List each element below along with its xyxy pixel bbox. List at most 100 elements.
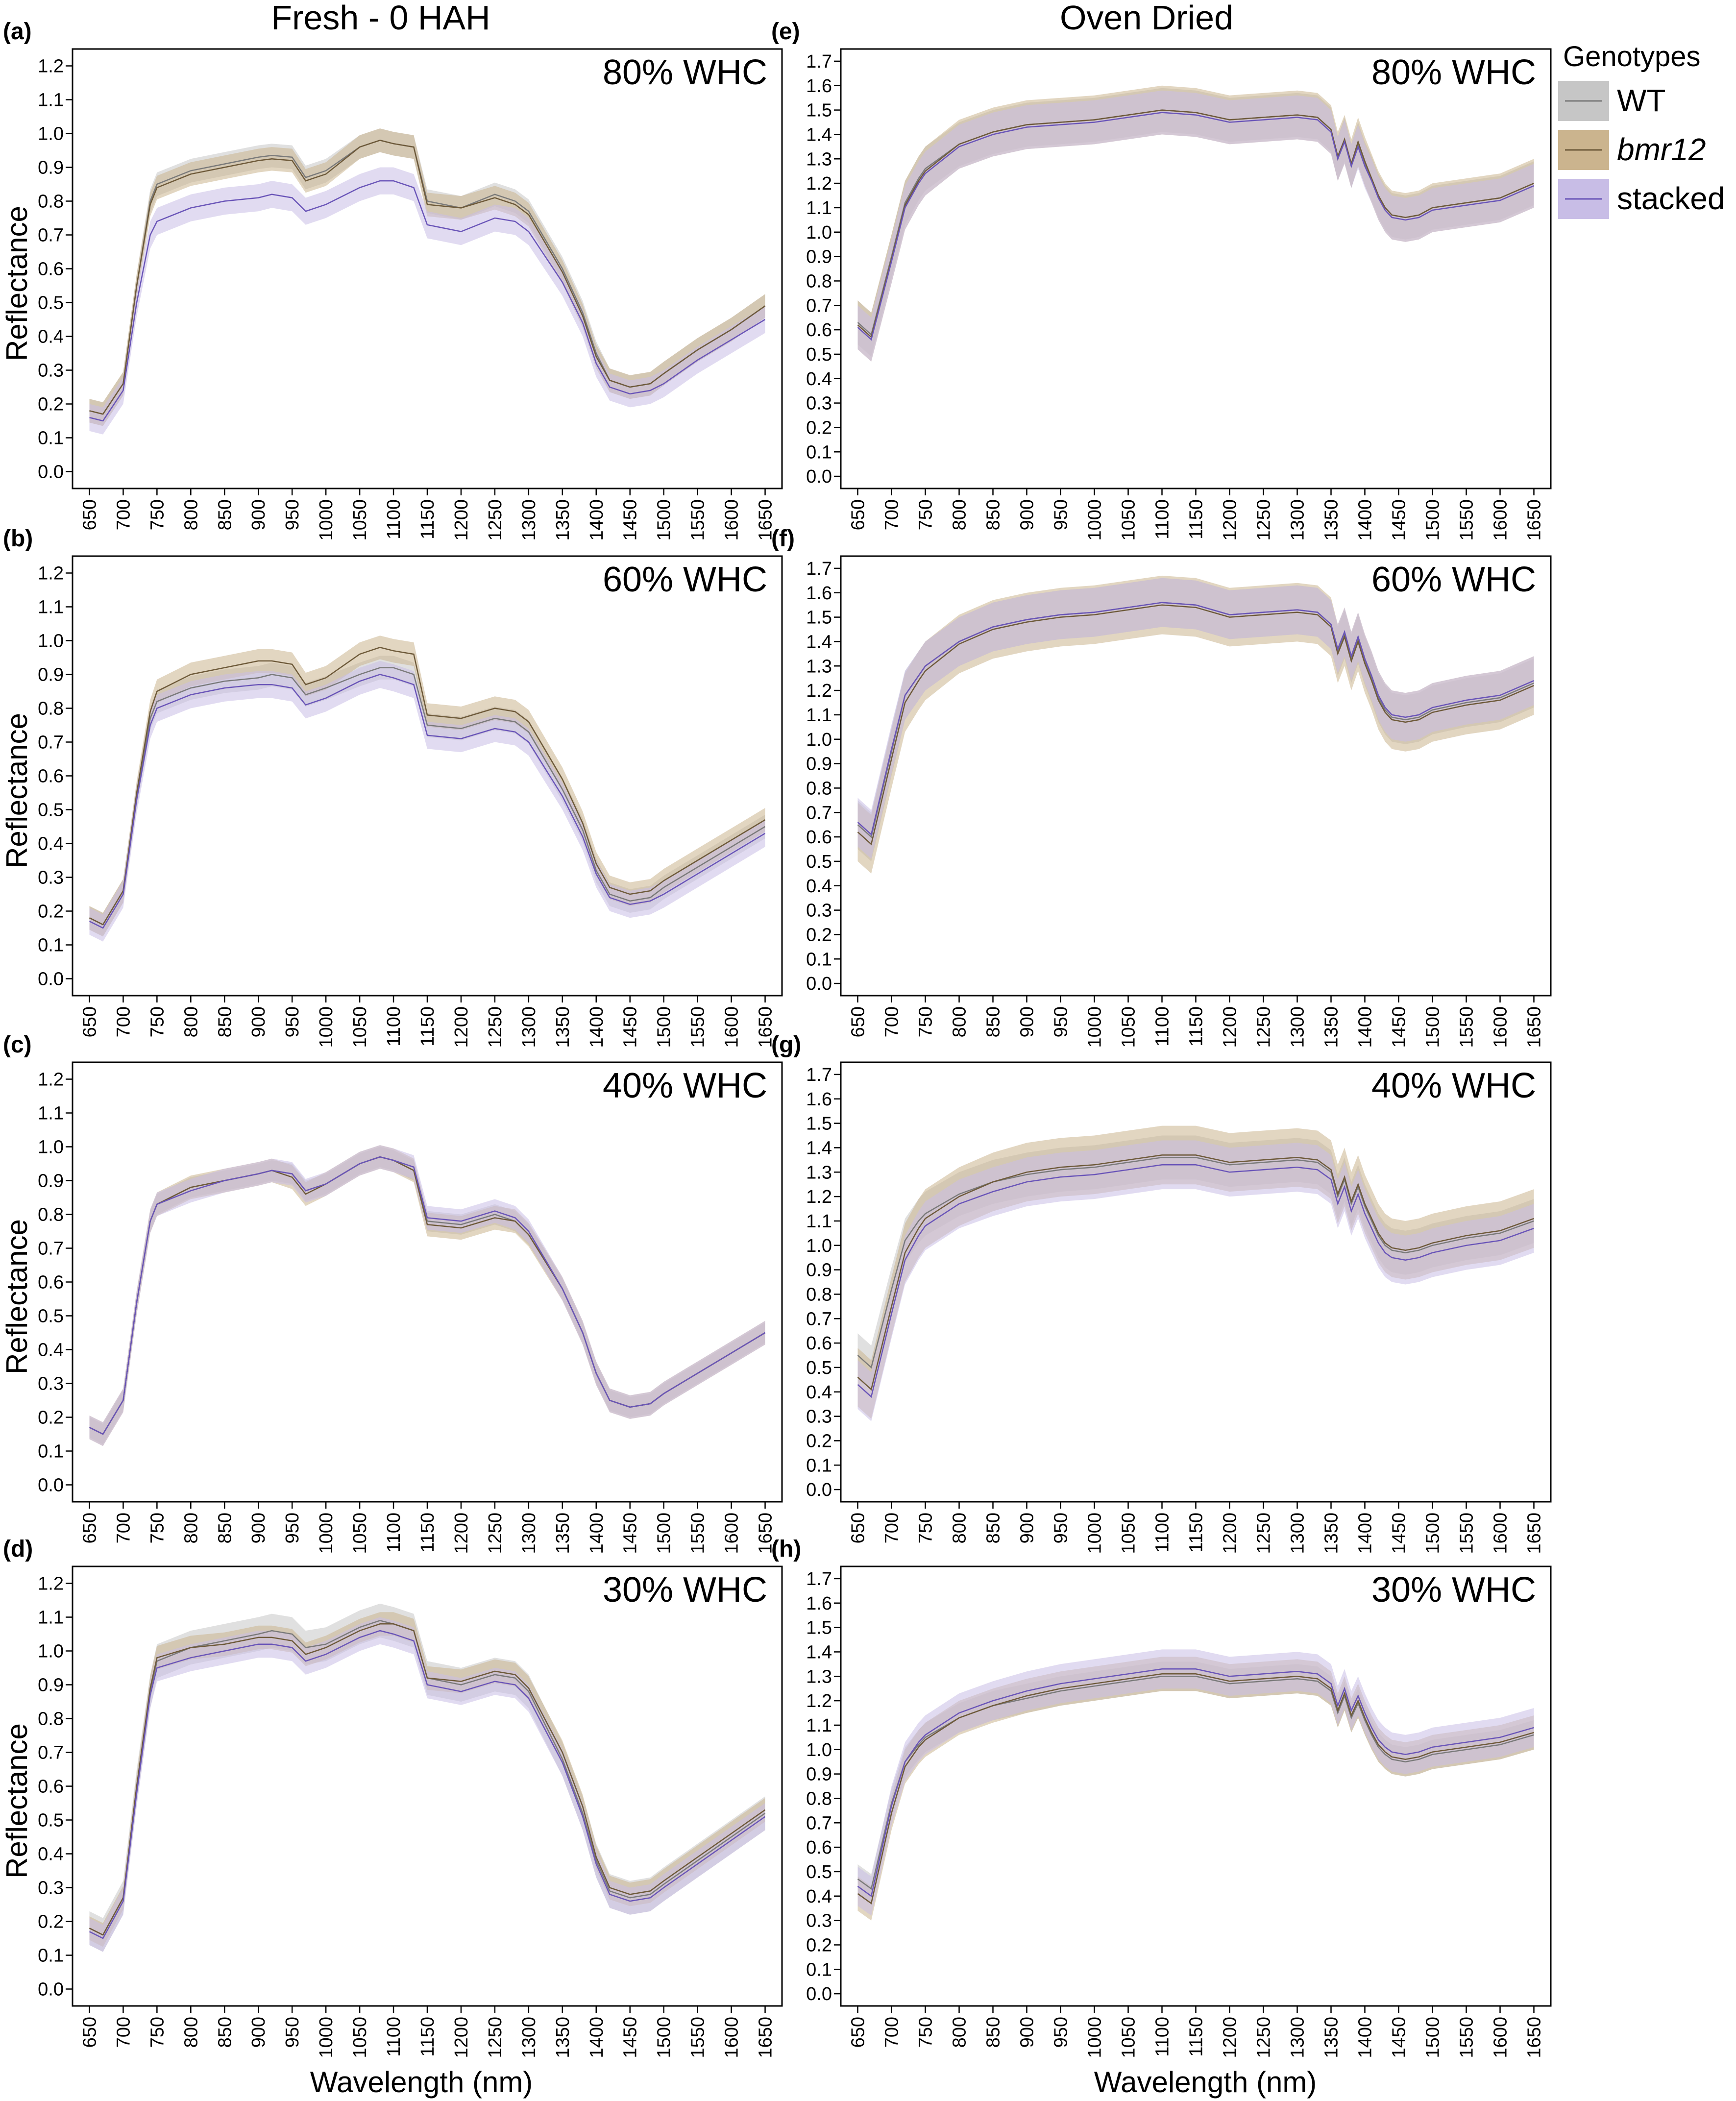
- mean-line-stacked: [89, 674, 766, 929]
- x-tick-label: 900: [248, 1513, 269, 1543]
- y-tick-label: 0.5: [806, 1862, 832, 1882]
- mean-line-stacked: [857, 112, 1534, 341]
- mean-line-bmr12: [89, 139, 766, 415]
- band-stacked: [89, 167, 765, 435]
- y-tick-label: 0.4: [38, 834, 64, 855]
- x-tick-label: 1150: [417, 499, 438, 539]
- y-axis-label: Reflectance: [0, 206, 33, 361]
- y-tick-label: 0.3: [806, 393, 832, 414]
- x-tick-label: 700: [113, 1513, 134, 1543]
- y-tick-label: 1.1: [38, 1608, 64, 1628]
- x-tick-label: 1600: [1491, 499, 1511, 541]
- x-tick-label: 950: [1051, 499, 1072, 530]
- legend: Genotypes WT bmr12 stacked: [1558, 41, 1725, 219]
- panel-letter: (e): [771, 19, 800, 45]
- x-tick-label: 1050: [1119, 499, 1139, 541]
- y-tick-label: 1.7: [806, 1569, 832, 1589]
- x-tick-label: 1350: [553, 1006, 573, 1048]
- band-stacked: [857, 1140, 1534, 1421]
- column-title-oven-dried: Oven Dried: [1060, 0, 1233, 37]
- y-tick-label: 1.0: [806, 730, 832, 750]
- panels: 0.0 0.1 0.2 0.3 0.4 0.5 0.6 0.7 0.8 0.9 1.0 1.1 1.2 6…: [0, 19, 1552, 2058]
- x-tick-label: 1250: [485, 1006, 506, 1048]
- panel-c: 0.0 0.1 0.2 0.3 0.4 0.5 0.6 0.7 0.8 0.9 1.0 1.1 1.2 6…: [0, 1032, 783, 1554]
- x-tick-label: 1050: [350, 1006, 370, 1048]
- legend-entries: WT bmr12 stacked: [1558, 81, 1725, 219]
- x-tick-label: 1400: [587, 499, 607, 541]
- y-tick-label: 0.7: [38, 225, 64, 246]
- x-tick-label: 1350: [553, 499, 573, 541]
- x-tick-label: 1300: [519, 499, 539, 541]
- y-tick-label: 1.2: [38, 56, 64, 77]
- x-tick-label: 850: [215, 499, 235, 530]
- x-tick-label: 1100: [384, 1513, 404, 1553]
- x-tick-label: 900: [248, 499, 269, 530]
- panel-title: 40% WHC: [1371, 1066, 1536, 1105]
- y-tick-label: 1.5: [806, 100, 832, 121]
- y-tick-label: 0.5: [38, 1810, 64, 1831]
- x-tick-label: 1250: [485, 499, 506, 541]
- x-tick-label: 700: [882, 2017, 903, 2048]
- y-tick-label: 0.3: [806, 1407, 832, 1427]
- y-tick-label: 0.2: [806, 417, 832, 438]
- x-tick-label: 1000: [316, 1513, 337, 1554]
- panel-e: 0.0 0.1 0.2 0.3 0.4 0.5 0.6 0.7 0.8 0.9 1.0 1.1 1.2 1…: [771, 19, 1552, 541]
- y-tick-label: 0.9: [806, 1260, 832, 1281]
- x-tick-label: 1000: [316, 1006, 337, 1048]
- y-tick-label: 0.3: [38, 868, 64, 888]
- x-tick-label: 1250: [1254, 1006, 1274, 1048]
- x-tick-label: 950: [282, 499, 303, 530]
- x-tick-label: 1400: [587, 1513, 607, 1554]
- mean-line-bmr12: [857, 109, 1534, 339]
- y-tick-label: 0.9: [806, 754, 832, 775]
- x-tick-label: 1500: [1423, 1513, 1443, 1554]
- y-tick-label: 0.0: [38, 462, 64, 483]
- mean-line-stacked: [857, 1668, 1534, 1897]
- x-tick-label: 1100: [1152, 2017, 1173, 2057]
- x-tick-label: 1600: [722, 2017, 742, 2058]
- y-tick-label: 0.7: [806, 1309, 832, 1329]
- panel-letter: (g): [771, 1032, 801, 1058]
- x-tick-label: 1300: [1288, 1513, 1308, 1554]
- x-tick-label: 1000: [1085, 1006, 1105, 1048]
- x-tick-label: 950: [1051, 1006, 1072, 1037]
- panel-title: 30% WHC: [1371, 1570, 1536, 1610]
- y-tick-label: 1.7: [806, 559, 832, 579]
- y-tick-label: 1.0: [38, 124, 64, 145]
- y-tick-label: 0.6: [38, 1272, 64, 1293]
- y-tick-label: 0.8: [806, 1284, 832, 1305]
- y-tick-label: 1.0: [38, 1137, 64, 1158]
- y-tick-label: 0.2: [38, 902, 64, 922]
- x-tick-label: 700: [113, 2017, 134, 2048]
- x-tick-label: 1250: [485, 2017, 506, 2058]
- x-tick-label: 750: [147, 1006, 168, 1037]
- x-tick-label: 850: [983, 499, 1004, 530]
- y-tick-label: 1.5: [806, 608, 832, 628]
- panel-d: 0.0 0.1 0.2 0.3 0.4 0.5 0.6 0.7 0.8 0.9 1.0 1.1 1.2 6…: [0, 1536, 783, 2058]
- x-tick-label: 650: [79, 1006, 100, 1037]
- x-tick-label: 950: [282, 1513, 303, 1543]
- y-tick-label: 1.3: [806, 149, 832, 170]
- x-tick-label: 1200: [1220, 2017, 1241, 2058]
- y-tick-label: 1.2: [806, 1691, 832, 1711]
- x-tick-label: 1650: [756, 1006, 776, 1048]
- x-tick-label: 750: [147, 499, 168, 530]
- x-tick-label: 1350: [1321, 2017, 1342, 2058]
- mean-line-bmr12: [89, 646, 766, 926]
- y-tick-label: 1.1: [806, 1211, 832, 1232]
- x-tick-label: 650: [848, 1513, 869, 1543]
- plot-frame: [72, 48, 783, 489]
- x-tick-label: 900: [1017, 2017, 1038, 2048]
- x-tick-label: 1400: [1355, 499, 1376, 541]
- x-tick-label: 1100: [1152, 499, 1173, 539]
- y-tick-label: 0.4: [806, 1886, 832, 1907]
- x-tick-label: 1450: [1389, 499, 1410, 541]
- panel-letter: (f): [771, 526, 795, 552]
- x-tick-label: 1650: [1524, 1006, 1545, 1048]
- x-tick-label: 1350: [553, 2017, 573, 2058]
- y-tick-label: 0.9: [38, 158, 64, 178]
- panel-title: 40% WHC: [603, 1066, 767, 1105]
- panel-letter: (h): [771, 1536, 801, 1562]
- x-tick-label: 1300: [519, 1006, 539, 1048]
- y-tick-label: 1.5: [806, 1618, 832, 1638]
